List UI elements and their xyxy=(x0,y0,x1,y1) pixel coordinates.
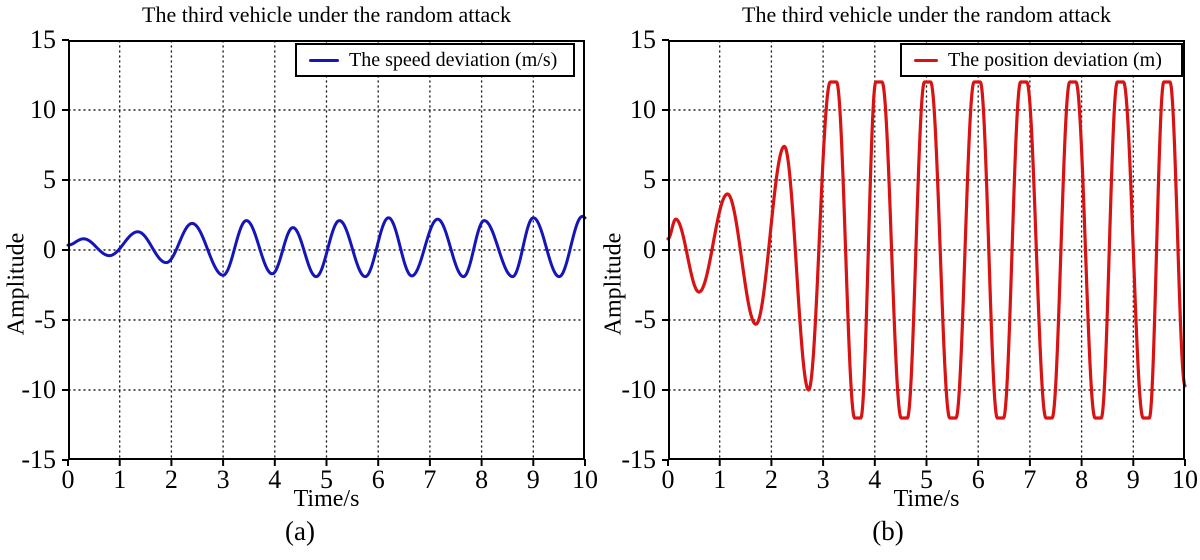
panel-caption-b: (b) xyxy=(872,516,904,546)
x-tick-label: 10 xyxy=(1172,465,1198,494)
x-tick-label: 3 xyxy=(216,465,230,494)
y-tick-label: -10 xyxy=(621,375,656,404)
x-tick-label: 8 xyxy=(475,465,489,494)
legend-line-sample-b xyxy=(914,58,938,62)
x-tick-label: 1 xyxy=(113,465,127,494)
x-tick-label: 9 xyxy=(1126,465,1140,494)
y-tick-label: -5 xyxy=(34,305,56,334)
y-tick-label: 10 xyxy=(630,95,656,124)
plot-area-b xyxy=(662,39,1187,466)
y-tick-label: 0 xyxy=(643,235,656,264)
x-tick-label: 4 xyxy=(268,465,282,494)
x-tick-label: 10 xyxy=(572,465,598,494)
y-tick-label: 10 xyxy=(30,95,56,124)
x-tick-label: 6 xyxy=(371,465,385,494)
panel-caption-a: (a) xyxy=(285,516,315,546)
y-tick-label: 15 xyxy=(30,25,56,54)
y-tick-label: 15 xyxy=(630,25,656,54)
x-tick-label: 5 xyxy=(320,465,333,494)
y-tick-label: 5 xyxy=(43,165,56,194)
x-tick-label: 4 xyxy=(868,465,882,494)
x-tick-label: 5 xyxy=(920,465,933,494)
x-tick-label: 9 xyxy=(526,465,540,494)
plot-title-a: The third vehicle under the random attac… xyxy=(142,2,511,27)
x-tick-label: 0 xyxy=(661,465,675,494)
legend-label-a: The speed deviation (m/s) xyxy=(349,48,558,71)
y-tick-label: -5 xyxy=(634,305,656,334)
x-axis-label-b: Time/s xyxy=(893,486,960,512)
x-tick-label: 0 xyxy=(61,465,75,494)
x-tick-label: 7 xyxy=(1023,465,1037,494)
x-tick-label: 1 xyxy=(713,465,727,494)
legend-line-sample-a xyxy=(309,58,339,62)
y-tick-label: -10 xyxy=(21,375,56,404)
plot-area-a xyxy=(62,39,587,466)
x-tick-label: 7 xyxy=(423,465,437,494)
x-tick-label: 2 xyxy=(764,465,778,494)
x-tick-label: 2 xyxy=(164,465,178,494)
y-tick-label: -15 xyxy=(21,445,56,474)
y-tick-label: 5 xyxy=(643,165,656,194)
y-tick-label: 0 xyxy=(43,235,56,264)
x-tick-label: 8 xyxy=(1075,465,1089,494)
legend-box-a: The speed deviation (m/s) xyxy=(295,43,575,77)
x-tick-label: 6 xyxy=(971,465,985,494)
x-tick-label: 3 xyxy=(816,465,830,494)
speed-deviation-curve xyxy=(66,214,587,279)
position-deviation-curve xyxy=(666,80,1187,420)
plot-title-b: The third vehicle under the random attac… xyxy=(742,2,1111,27)
legend-label-b: The position deviation (m) xyxy=(948,48,1162,71)
y-tick-label: -15 xyxy=(621,445,656,474)
legend-box-b: The position deviation (m) xyxy=(900,43,1183,77)
x-axis-label-a: Time/s xyxy=(293,486,360,512)
